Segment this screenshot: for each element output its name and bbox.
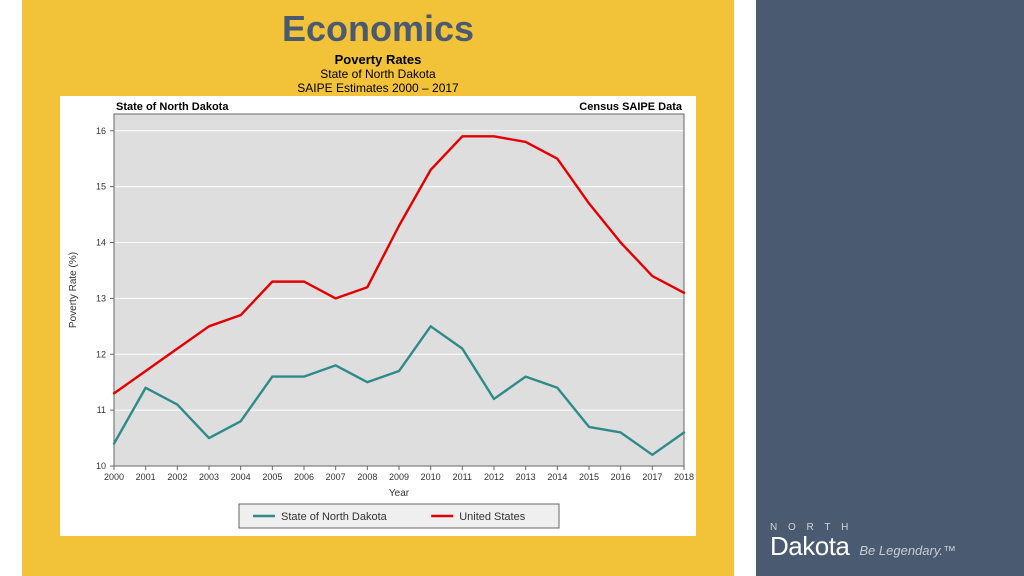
line-chart: 10 11 12 13 14 15 16 2000 2001 2002 2003 2004 2005 20… xyxy=(60,96,696,536)
slide-subtitle-3: SAIPE Estimates 2000 – 2017 xyxy=(22,81,734,95)
svg-text:2017: 2017 xyxy=(642,472,662,482)
svg-text:Year: Year xyxy=(389,488,410,499)
svg-text:2007: 2007 xyxy=(326,472,346,482)
right-panel: N O R T H Dakota Be Legendary.™ xyxy=(756,0,1024,576)
brand-block: N O R T H Dakota Be Legendary.™ xyxy=(770,522,1010,562)
svg-text:13: 13 xyxy=(96,293,106,303)
svg-text:16: 16 xyxy=(96,126,106,136)
svg-text:Census SAIPE Data: Census SAIPE Data xyxy=(579,101,683,113)
brand-row: Dakota Be Legendary.™ xyxy=(770,531,1010,562)
svg-text:11: 11 xyxy=(97,405,106,415)
svg-text:2016: 2016 xyxy=(611,472,631,482)
svg-text:2003: 2003 xyxy=(199,472,219,482)
svg-text:2010: 2010 xyxy=(421,472,441,482)
svg-text:2018: 2018 xyxy=(674,472,694,482)
slide-subtitle-2: State of North Dakota xyxy=(22,67,734,81)
svg-text:10: 10 xyxy=(96,461,106,471)
svg-text:15: 15 xyxy=(96,182,106,192)
svg-text:United States: United States xyxy=(459,511,526,523)
svg-text:2006: 2006 xyxy=(294,472,314,482)
svg-text:2000: 2000 xyxy=(104,472,124,482)
slide-subtitle-1: Poverty Rates xyxy=(22,52,734,67)
svg-text:2004: 2004 xyxy=(231,472,251,482)
page: Economics Poverty Rates State of North D… xyxy=(0,0,1024,576)
svg-text:12: 12 xyxy=(96,349,106,359)
svg-text:2001: 2001 xyxy=(136,472,156,482)
svg-text:2009: 2009 xyxy=(389,472,409,482)
svg-text:2002: 2002 xyxy=(167,472,187,482)
svg-text:2012: 2012 xyxy=(484,472,504,482)
svg-text:2013: 2013 xyxy=(516,472,536,482)
chart-area: 10 11 12 13 14 15 16 2000 2001 2002 2003 2004 2005 20… xyxy=(60,96,696,536)
svg-text:State of North Dakota: State of North Dakota xyxy=(281,511,388,523)
slide-title: Economics xyxy=(22,8,734,50)
svg-text:2008: 2008 xyxy=(357,472,377,482)
svg-text:State of North Dakota: State of North Dakota xyxy=(116,101,229,113)
brand-name: Dakota xyxy=(770,531,849,562)
svg-text:2014: 2014 xyxy=(547,472,567,482)
left-panel: Economics Poverty Rates State of North D… xyxy=(0,0,756,576)
svg-text:14: 14 xyxy=(96,238,106,248)
svg-text:Poverty Rate (%): Poverty Rate (%) xyxy=(68,252,79,328)
title-block: Economics Poverty Rates State of North D… xyxy=(22,8,734,95)
brand-tagline: Be Legendary.™ xyxy=(859,543,956,558)
svg-text:2011: 2011 xyxy=(453,472,472,482)
svg-text:2015: 2015 xyxy=(579,472,599,482)
slide-card: Economics Poverty Rates State of North D… xyxy=(22,0,734,576)
svg-text:2005: 2005 xyxy=(262,472,282,482)
